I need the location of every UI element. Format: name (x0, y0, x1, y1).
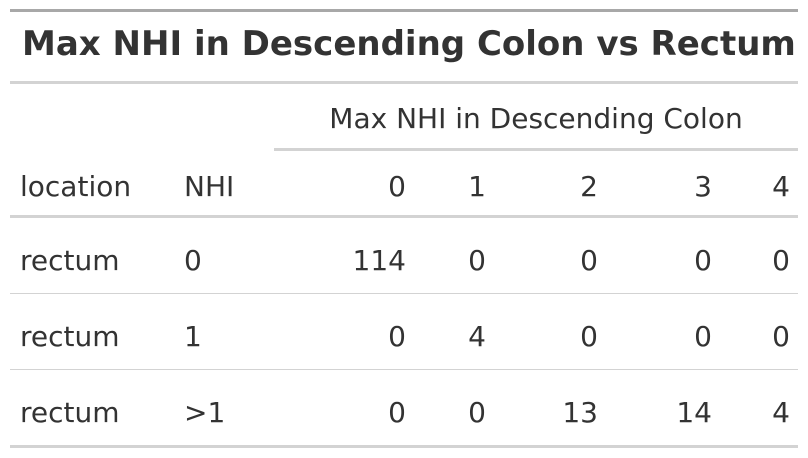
column-header-3: 3 (694, 170, 712, 203)
column-header-0: 0 (388, 170, 406, 203)
table-cell: 0 (694, 244, 712, 277)
table-cell: 13 (562, 396, 598, 429)
table-cell: 0 (580, 244, 598, 277)
title-divider (10, 81, 798, 84)
table-cell: 0 (772, 320, 790, 353)
header-divider (10, 215, 798, 218)
table-cell: 0 (184, 244, 202, 277)
table-cell: 0 (468, 244, 486, 277)
table-cell: 0 (468, 396, 486, 429)
table-cell: 0 (580, 320, 598, 353)
summary-table: Max NHI in Descending Colon vs Rectum Ma… (10, 9, 798, 449)
row-divider (10, 293, 798, 294)
table-cell: rectum (20, 396, 120, 429)
table-cell: 1 (184, 320, 202, 353)
table-cell: rectum (20, 244, 120, 277)
table-bottom-rule (10, 445, 798, 448)
table-title: Max NHI in Descending Colon vs Rectum (22, 24, 796, 64)
table-cell: 4 (772, 396, 790, 429)
column-header-1: 1 (468, 170, 486, 203)
table-cell: 0 (772, 244, 790, 277)
column-spanner-label: Max NHI in Descending Colon (329, 102, 743, 135)
column-header-nhi: NHI (184, 170, 235, 203)
column-header-location: location (20, 170, 132, 203)
row-divider (10, 369, 798, 370)
column-header-4: 4 (772, 170, 790, 203)
column-header-2: 2 (580, 170, 598, 203)
table-cell: 0 (694, 320, 712, 353)
table-cell: 0 (388, 320, 406, 353)
table-cell: 4 (468, 320, 486, 353)
table-cell: rectum (20, 320, 120, 353)
table-cell: 14 (676, 396, 712, 429)
table-cell: 0 (388, 396, 406, 429)
table-top-rule (10, 9, 798, 12)
column-spanner-rule (274, 148, 798, 151)
table-cell: 114 (352, 244, 406, 277)
table-cell: >1 (184, 396, 226, 429)
